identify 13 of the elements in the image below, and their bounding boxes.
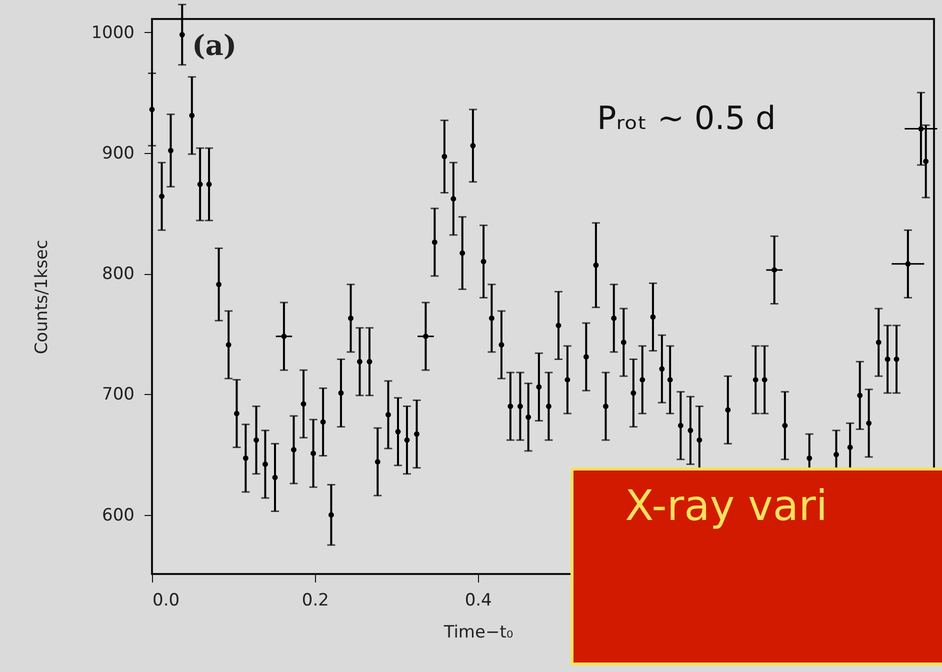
- y-tick-label: 900: [102, 143, 134, 164]
- y-axis-title: Counts/1ksec: [32, 240, 52, 354]
- annotation: Pᵣₒₜ ~ 0.5 d: [597, 99, 776, 137]
- y-tick-label: 1000: [91, 22, 134, 43]
- y-tick-label: 700: [102, 384, 134, 405]
- x-axis-title: Time−t₀: [442, 622, 514, 642]
- x-tick-label: 0.2: [302, 590, 329, 610]
- y-tick-label: 600: [102, 505, 134, 526]
- y-tick-label: 800: [102, 264, 134, 284]
- annotation: X-ray vari: [625, 481, 828, 530]
- x-tick-label: 0.4: [464, 590, 492, 610]
- annotation: (a): [192, 29, 237, 62]
- x-tick-label: 0.0: [152, 590, 180, 610]
